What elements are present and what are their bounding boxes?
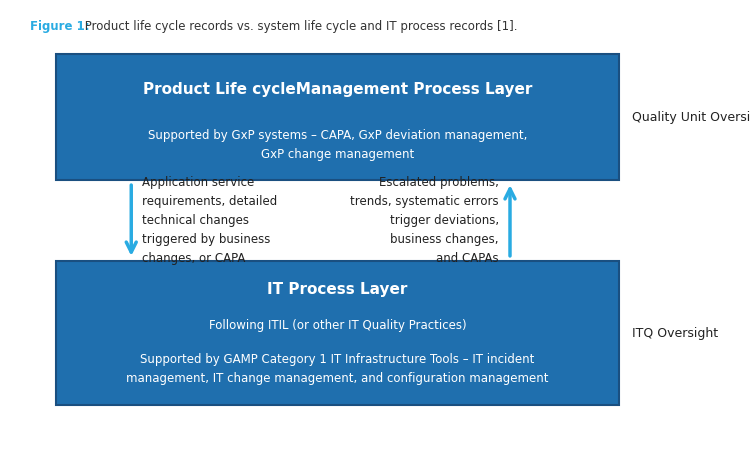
Text: Product Life cycleManagement Process Layer: Product Life cycleManagement Process Lay… bbox=[142, 82, 532, 97]
Text: Quality Unit Oversight: Quality Unit Oversight bbox=[632, 111, 750, 123]
Text: Supported by GxP systems – CAPA, GxP deviation management,
GxP change management: Supported by GxP systems – CAPA, GxP dev… bbox=[148, 129, 527, 161]
Text: Supported by GAMP Category 1 IT Infrastructure Tools – IT incident
management, I: Supported by GAMP Category 1 IT Infrastr… bbox=[126, 353, 549, 385]
Text: Product life cycle records vs. system life cycle and IT process records [1].: Product life cycle records vs. system li… bbox=[81, 20, 518, 33]
Text: Following ITIL (or other IT Quality Practices): Following ITIL (or other IT Quality Prac… bbox=[209, 320, 466, 332]
Text: Figure 1:: Figure 1: bbox=[30, 20, 90, 33]
FancyBboxPatch shape bbox=[56, 54, 619, 180]
FancyBboxPatch shape bbox=[56, 261, 619, 405]
Text: Application service
requirements, detailed
technical changes
triggered by busine: Application service requirements, detail… bbox=[142, 176, 278, 265]
Text: ITQ Oversight: ITQ Oversight bbox=[632, 327, 718, 339]
Text: Escalated problems,
trends, systematic errors
trigger deviations,
business chang: Escalated problems, trends, systematic e… bbox=[350, 176, 499, 265]
Text: IT Process Layer: IT Process Layer bbox=[267, 282, 408, 297]
